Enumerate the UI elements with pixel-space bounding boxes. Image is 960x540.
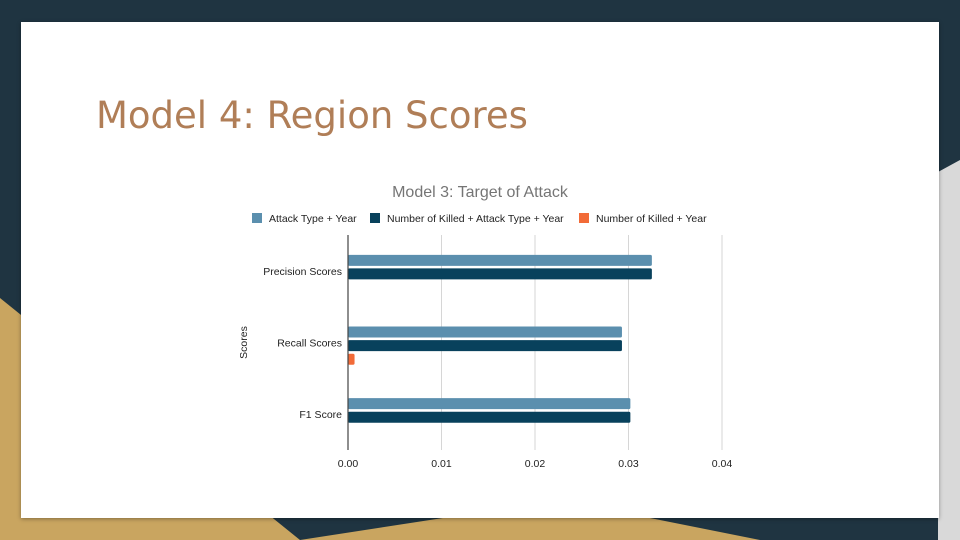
legend-label-1: Attack Type + Year: [269, 213, 357, 225]
bar-3: [348, 353, 355, 365]
y-tick-label: F1 Score: [299, 409, 342, 421]
x-tick-label: 0.03: [618, 458, 639, 470]
x-tick-label: 0.04: [712, 458, 733, 470]
bar-2: [348, 411, 631, 423]
legend-swatch-2: [370, 213, 380, 223]
slide: Model 4: Region Scores Model 3: Target o…: [21, 22, 939, 518]
y-tick-label: Recall Scores: [277, 338, 342, 350]
bar-2: [348, 268, 652, 280]
legend-label-2: Number of Killed + Attack Type + Year: [387, 213, 564, 225]
chart-title: Model 3: Target of Attack: [392, 184, 569, 201]
bar-1: [348, 254, 652, 266]
bar-2: [348, 340, 622, 352]
legend-swatch-3: [579, 213, 589, 223]
bar-1: [348, 326, 622, 338]
legend-label-3: Number of Killed + Year: [596, 213, 707, 225]
x-tick-label: 0.01: [431, 458, 452, 470]
y-tick-label: Precision Scores: [263, 266, 342, 278]
bar-chart: Model 3: Target of Attack Attack Type + Y…: [238, 184, 733, 470]
y-axis-label: Scores: [238, 326, 250, 359]
x-tick-label: 0.00: [338, 458, 359, 470]
bar-1: [348, 398, 631, 410]
slide-title: Model 4: Region Scores: [96, 94, 528, 137]
background-light-shape: [938, 160, 960, 540]
x-tick-label: 0.02: [525, 458, 546, 470]
legend-swatch-1: [252, 213, 262, 223]
background-gold-shape-bottom: [300, 500, 760, 540]
